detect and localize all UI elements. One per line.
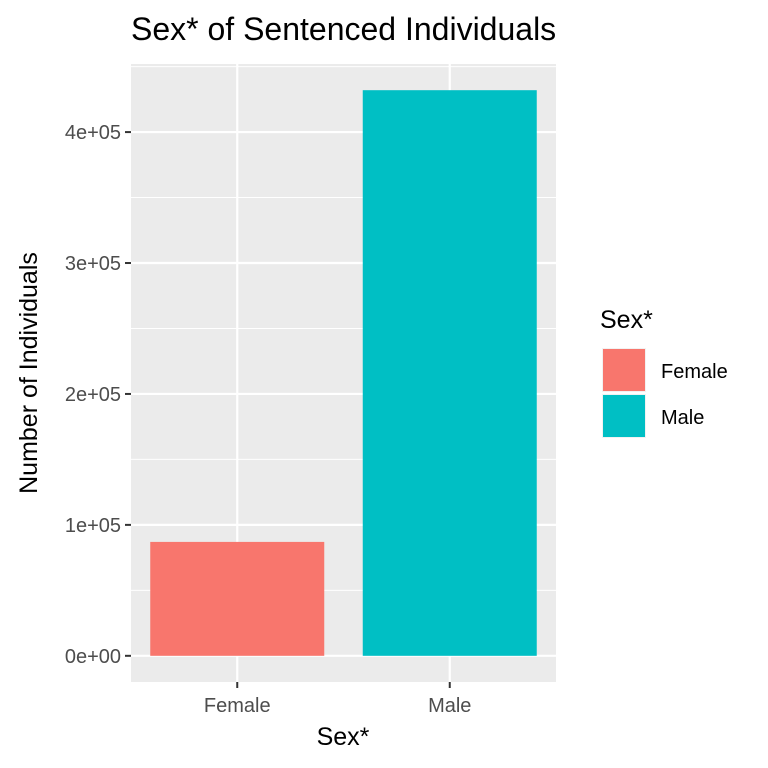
legend-label-female: Female xyxy=(661,361,728,383)
y-axis-title: Number of Individuals xyxy=(15,252,43,494)
x-axis: Female Male xyxy=(204,682,471,717)
legend-swatch-male xyxy=(603,395,645,437)
y-tick-label: 4e+05 xyxy=(65,122,121,144)
y-tick-label: 3e+05 xyxy=(65,253,121,275)
y-tick-label: 1e+05 xyxy=(65,515,121,537)
bar-female xyxy=(150,541,325,656)
y-axis: 0e+00 1e+05 2e+05 3e+05 4e+05 xyxy=(65,122,131,668)
x-axis-title: Sex* xyxy=(317,723,370,751)
legend: Sex* Female Male xyxy=(600,306,728,438)
y-tick-label: 2e+05 xyxy=(65,384,121,406)
y-tick-label: 0e+00 xyxy=(65,646,121,668)
chart-title: Sex* of Sentenced Individuals xyxy=(131,11,556,47)
legend-swatch-female xyxy=(603,349,645,391)
bar-male xyxy=(362,90,537,656)
legend-label-male: Male xyxy=(661,407,704,429)
legend-title: Sex* xyxy=(600,306,653,334)
x-tick-label: Female xyxy=(204,695,271,717)
x-tick-label: Male xyxy=(428,695,471,717)
bars xyxy=(150,90,537,656)
